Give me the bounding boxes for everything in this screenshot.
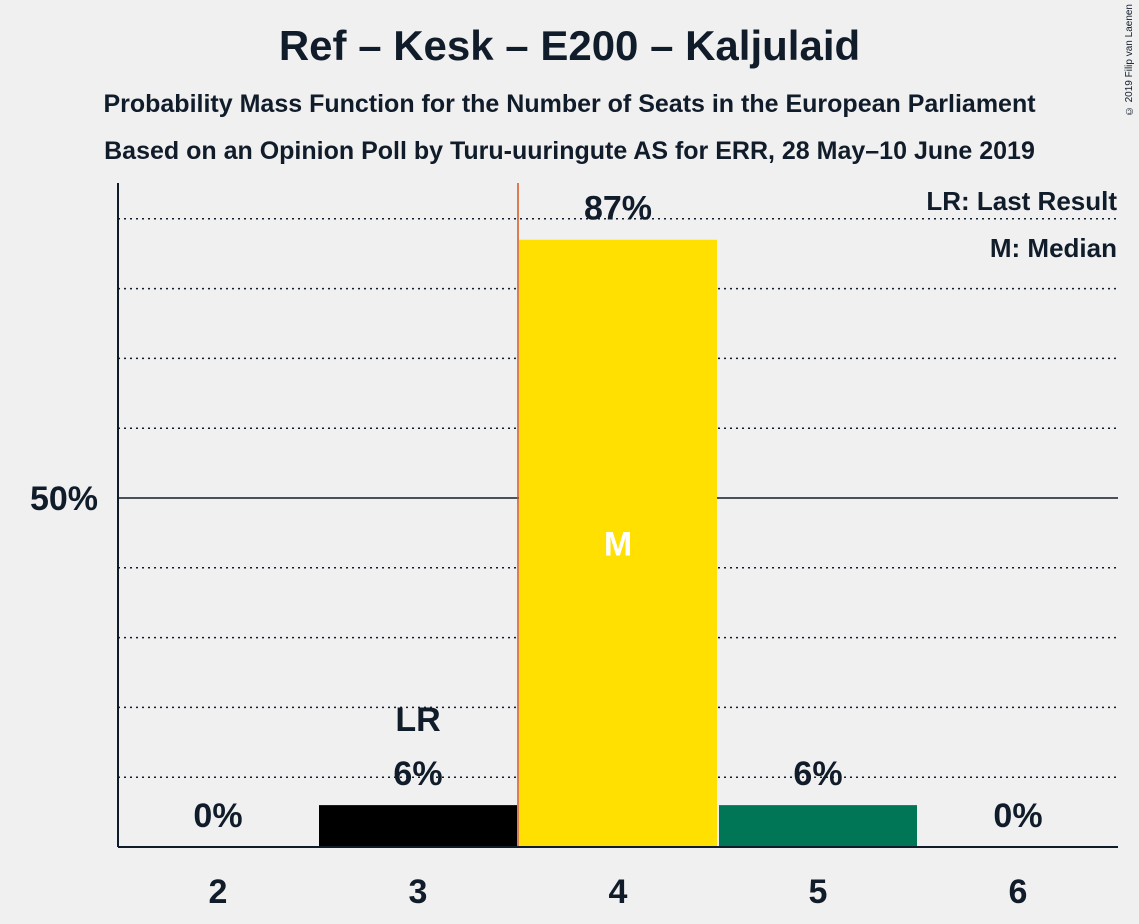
x-tick-label-3: 3 <box>409 873 428 911</box>
value-label-5: 6% <box>793 755 842 793</box>
bar-seats-4 <box>519 239 717 848</box>
axes-group: 50% <box>30 183 1118 848</box>
value-label-4: 87% <box>584 190 652 228</box>
x-tick-label-6: 6 <box>1009 873 1028 911</box>
legend-last-result: LR: Last Result <box>926 186 1117 216</box>
bar-seats-3 <box>319 805 517 847</box>
value-labels-group: 0% 2 6% LR 3 87% M 4 6% 5 0% 6 <box>193 190 1042 911</box>
value-label-3: 6% <box>393 755 442 793</box>
x-tick-label-4: 4 <box>609 873 628 911</box>
bar-seats-5 <box>719 805 917 847</box>
value-label-6: 0% <box>993 797 1042 835</box>
x-tick-label-2: 2 <box>209 873 228 911</box>
y-tick-label: 50% <box>30 480 98 518</box>
last-result-marker: LR <box>395 701 440 739</box>
legend-median: M: Median <box>990 233 1117 263</box>
chart-source-line: Based on an Opinion Poll by Turu-uuringu… <box>104 137 1035 165</box>
chart-title: Ref – Kesk – E200 – Kaljulaid <box>278 22 861 69</box>
value-label-2: 0% <box>193 797 242 835</box>
x-tick-label-5: 5 <box>809 873 828 911</box>
bars-group <box>319 239 917 848</box>
chart-subtitle: Probability Mass Function for the Number… <box>103 90 1036 118</box>
median-marker: M <box>604 525 632 563</box>
